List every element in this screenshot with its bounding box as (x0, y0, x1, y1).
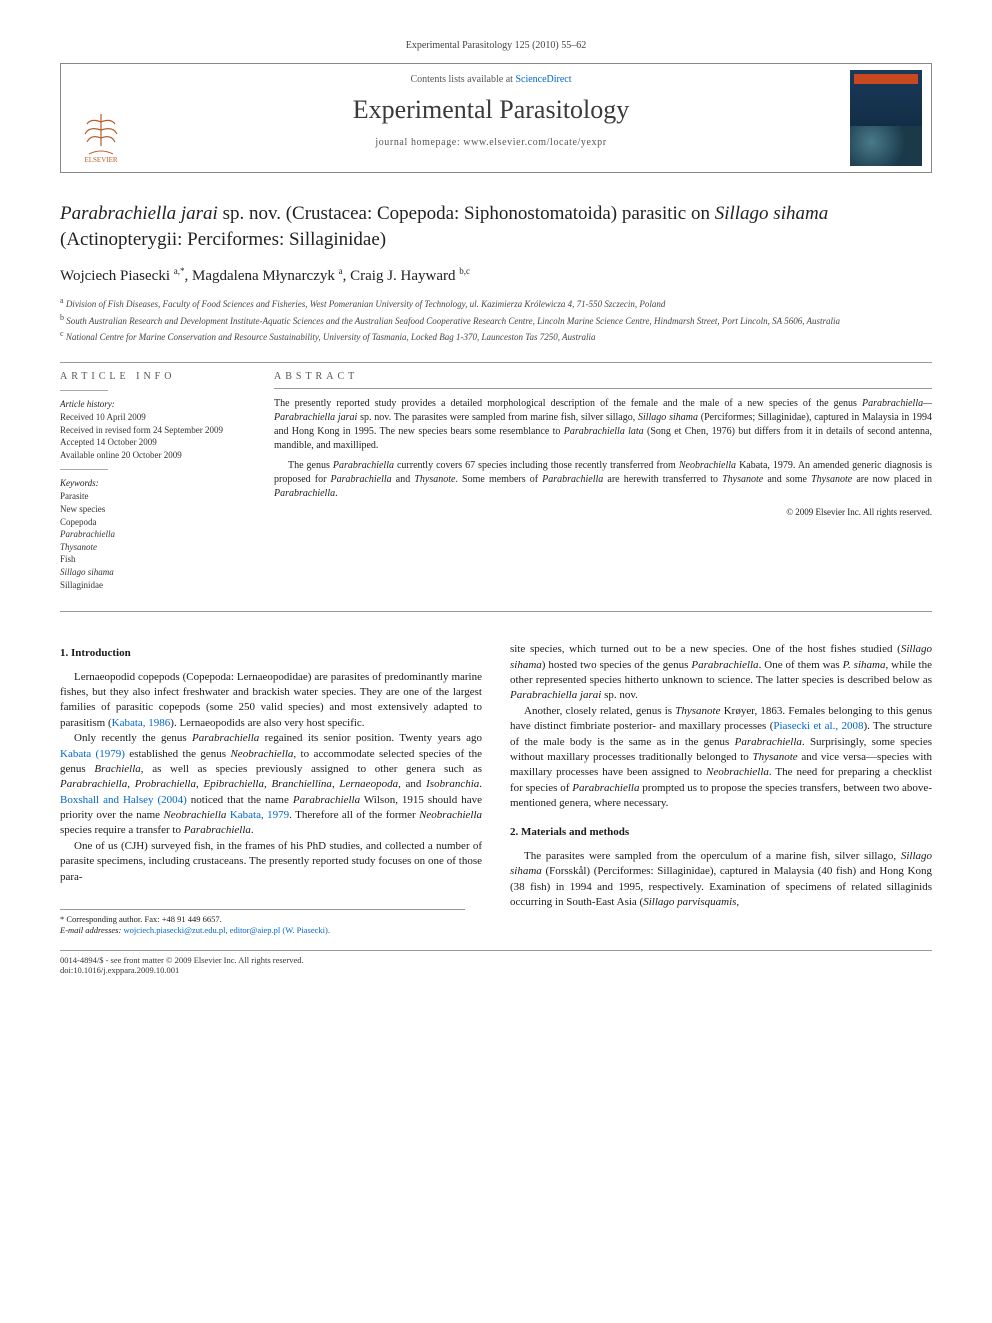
journal-reference: Experimental Parasitology 125 (2010) 55–… (60, 40, 932, 51)
body-paragraph: Another, closely related, genus is Thysa… (510, 704, 932, 812)
page-footer: 0014-4894/$ - see front matter © 2009 El… (60, 950, 932, 975)
header-center: Contents lists available at ScienceDirec… (141, 64, 841, 172)
footer-doi: doi:10.1016/j.exppara.2009.10.001 (60, 965, 304, 975)
history-line: Available online 20 October 2009 (60, 449, 250, 462)
elsevier-tree-icon: ELSEVIER (71, 104, 131, 164)
publisher-name: ELSEVIER (84, 156, 117, 164)
contents-available-line: Contents lists available at ScienceDirec… (141, 74, 841, 85)
history-line: Received in revised form 24 September 20… (60, 424, 250, 437)
journal-cover-thumbnail (850, 70, 922, 166)
journal-name-large: Experimental Parasitology (141, 95, 841, 125)
body-paragraph: Lernaeopodid copepods (Copepoda: Lernaeo… (60, 670, 482, 732)
journal-homepage: journal homepage: www.elsevier.com/locat… (141, 137, 841, 148)
article-history-label: Article history: (60, 399, 250, 409)
short-rule (60, 469, 108, 470)
keyword: Parabrachiella (60, 528, 250, 541)
section-heading-introduction: 1. Introduction (60, 646, 482, 661)
abstract-column: ABSTRACT The presently reported study pr… (274, 371, 932, 591)
keywords-list: ParasiteNew speciesCopepodaParabrachiell… (60, 490, 250, 591)
divider-rule (60, 611, 932, 612)
keyword: Sillago sihama (60, 566, 250, 579)
publisher-logo-cell: ELSEVIER (61, 64, 141, 172)
footer-front-matter: 0014-4894/$ - see front matter © 2009 El… (60, 955, 304, 965)
keyword: Copepoda (60, 516, 250, 529)
history-line: Accepted 14 October 2009 (60, 436, 250, 449)
affiliation-line: c National Centre for Marine Conservatio… (60, 328, 932, 344)
body-column-left: 1. Introduction Lernaeopodid copepods (C… (60, 642, 482, 936)
keyword: Fish (60, 553, 250, 566)
history-line: Received 10 April 2009 (60, 411, 250, 424)
body-column-right: site species, which turned out to be a n… (510, 642, 932, 936)
body-paragraph: site species, which turned out to be a n… (510, 642, 932, 704)
abstract-copyright: © 2009 Elsevier Inc. All rights reserved… (274, 507, 932, 517)
keyword: Thysanote (60, 541, 250, 554)
author-list: Wojciech Piasecki a,*, Magdalena Młynarc… (60, 266, 932, 285)
footnote-corr: * Corresponding author. Fax: +48 91 449 … (60, 914, 465, 925)
keywords-label: Keywords: (60, 478, 250, 488)
short-rule (60, 390, 108, 391)
affiliations: a Division of Fish Diseases, Faculty of … (60, 295, 932, 344)
keyword: New species (60, 503, 250, 516)
affiliation-line: a Division of Fish Diseases, Faculty of … (60, 295, 932, 311)
journal-header-box: ELSEVIER Contents lists available at Sci… (60, 63, 932, 173)
divider-rule (60, 362, 932, 363)
sciencedirect-link[interactable]: ScienceDirect (515, 74, 571, 85)
abstract-text: The presently reported study provides a … (274, 397, 932, 501)
abstract-paragraph: The presently reported study provides a … (274, 397, 932, 453)
article-title: Parabrachiella jarai sp. nov. (Crustacea… (60, 201, 932, 252)
affiliation-line: b South Australian Research and Developm… (60, 312, 932, 328)
section-heading-methods: 2. Materials and methods (510, 825, 932, 840)
body-paragraph: Only recently the genus Parabrachiella r… (60, 731, 482, 839)
body-paragraph: The parasites were sampled from the oper… (510, 849, 932, 911)
keyword: Parasite (60, 490, 250, 503)
abstract-paragraph: The genus Parabrachiella currently cover… (274, 459, 932, 501)
footnote-emails: E-mail addresses: wojciech.piasecki@zut.… (60, 925, 465, 936)
article-info-heading: ARTICLE INFO (60, 371, 250, 382)
article-history: Received 10 April 2009Received in revise… (60, 411, 250, 461)
email-link[interactable]: wojciech.piasecki@zut.edu.pl, editor@aie… (123, 925, 330, 935)
cover-thumbnail-cell (841, 64, 931, 172)
corresponding-author-footnote: * Corresponding author. Fax: +48 91 449 … (60, 909, 465, 936)
article-info-column: ARTICLE INFO Article history: Received 1… (60, 371, 250, 591)
body-paragraph: One of us (CJH) surveyed fish, in the fr… (60, 839, 482, 885)
abstract-rule (274, 388, 932, 389)
keyword: Sillaginidae (60, 579, 250, 592)
abstract-heading: ABSTRACT (274, 371, 932, 382)
